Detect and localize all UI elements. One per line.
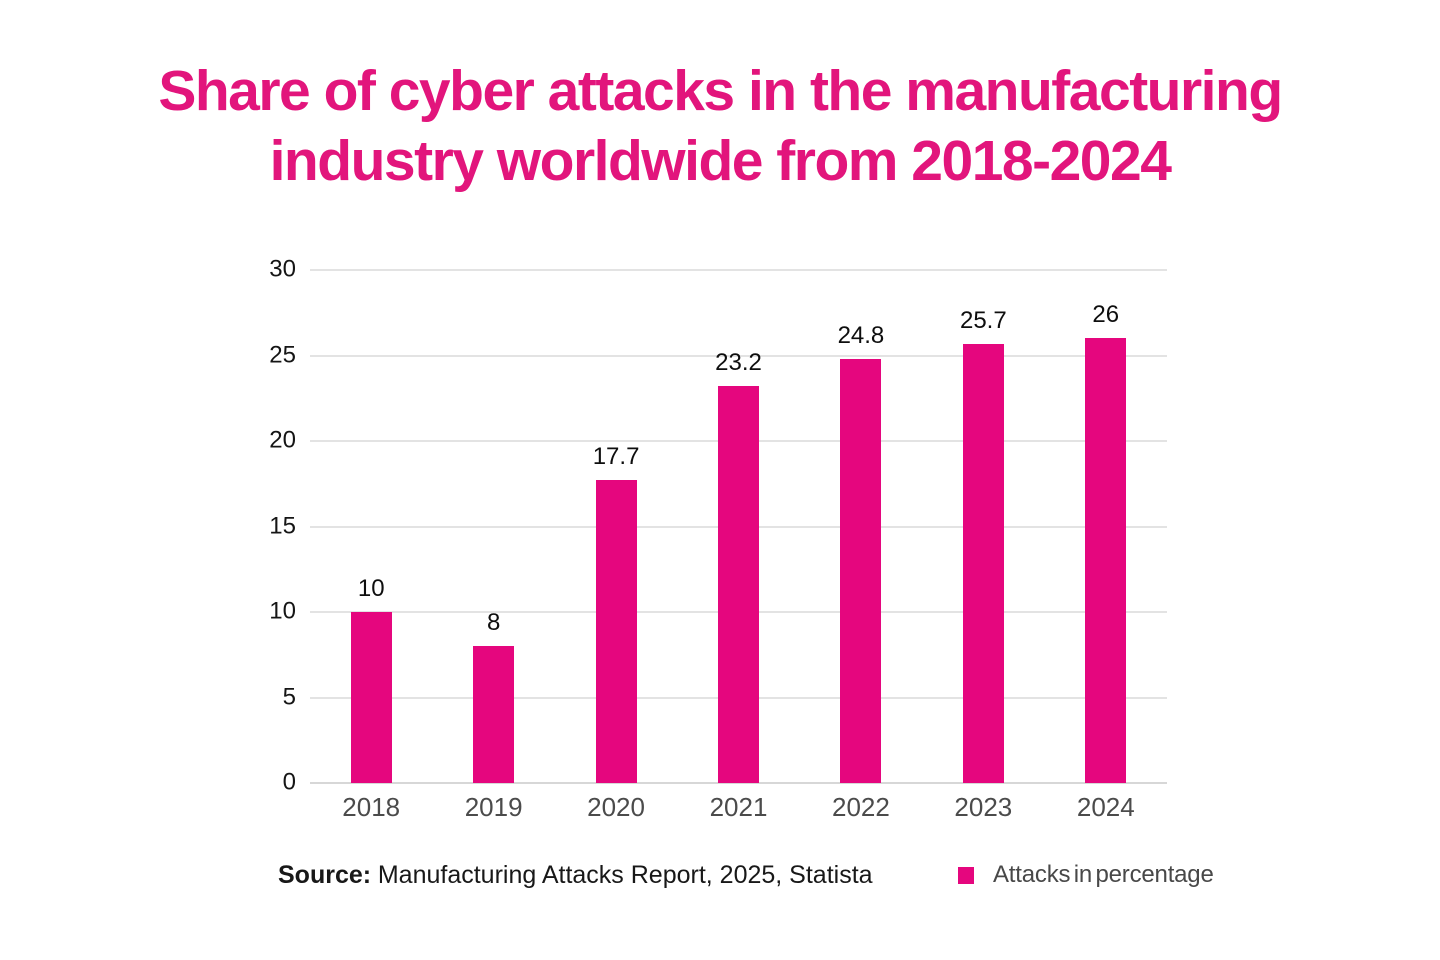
gridline-30 [310,269,1167,271]
bar-2022 [840,358,882,783]
gridline-25 [310,354,1167,357]
y-tick-label-0: 0 [282,768,296,796]
y-tick-label-5: 5 [282,682,296,710]
value-label-2020: 17.7 [592,443,640,471]
bar-2021 [718,386,759,783]
x-tick-label-2022: 2022 [832,792,890,822]
y-tick-label-10: 10 [269,597,296,625]
value-label-2024: 26 [1092,301,1120,329]
x-tick-label-2020: 2020 [587,792,645,822]
value-label-2019: 8 [486,609,501,637]
gridline-0 [310,782,1167,784]
bar-2020 [595,480,637,783]
legend-square-icon [958,866,974,884]
value-label-2022: 24.8 [837,321,885,349]
value-label-2021: 23.2 [715,349,762,377]
chart-title: Share of cyber attacks in the manufactur… [0,56,1440,196]
legend: Attacks in percentage [958,861,1214,889]
source-text: Manufacturing Attacks Report, 2025, Stat… [377,861,873,889]
y-tick-label-25: 25 [269,340,296,368]
x-tick-label-2024: 2024 [1076,792,1135,822]
plot-area: 0 5 10 15 20 25 30 10 8 17.7 23.2 24.8 25.7 26 2018 2… [269,255,1167,822]
y-tick-label-20: 20 [269,426,296,454]
source-label: Source: [278,861,372,889]
bar-2023 [962,343,1004,783]
bar-2019 [473,646,515,783]
chart-title-line-1: Share of cyber attacks in the manufactur… [158,59,1283,123]
source-line: Source: Manufacturing Attacks Report, 202… [278,861,873,890]
bar-2018 [350,612,392,783]
chart-title-line-2: industry worldwide from 2018-2024 [269,129,1172,193]
x-tick-label-2018: 2018 [342,792,401,822]
x-tick-label-2023: 2023 [954,792,1013,822]
y-tick-label-15: 15 [269,511,296,539]
value-label-2018: 10 [357,575,385,602]
x-tick-label-2019: 2019 [464,792,523,822]
value-label-2023: 25.7 [959,306,1007,334]
y-tick-label-30: 30 [269,255,296,283]
bar-2024 [1085,338,1127,783]
x-tick-label-2021: 2021 [709,792,768,822]
legend-label: Attacks in percentage [993,861,1214,888]
